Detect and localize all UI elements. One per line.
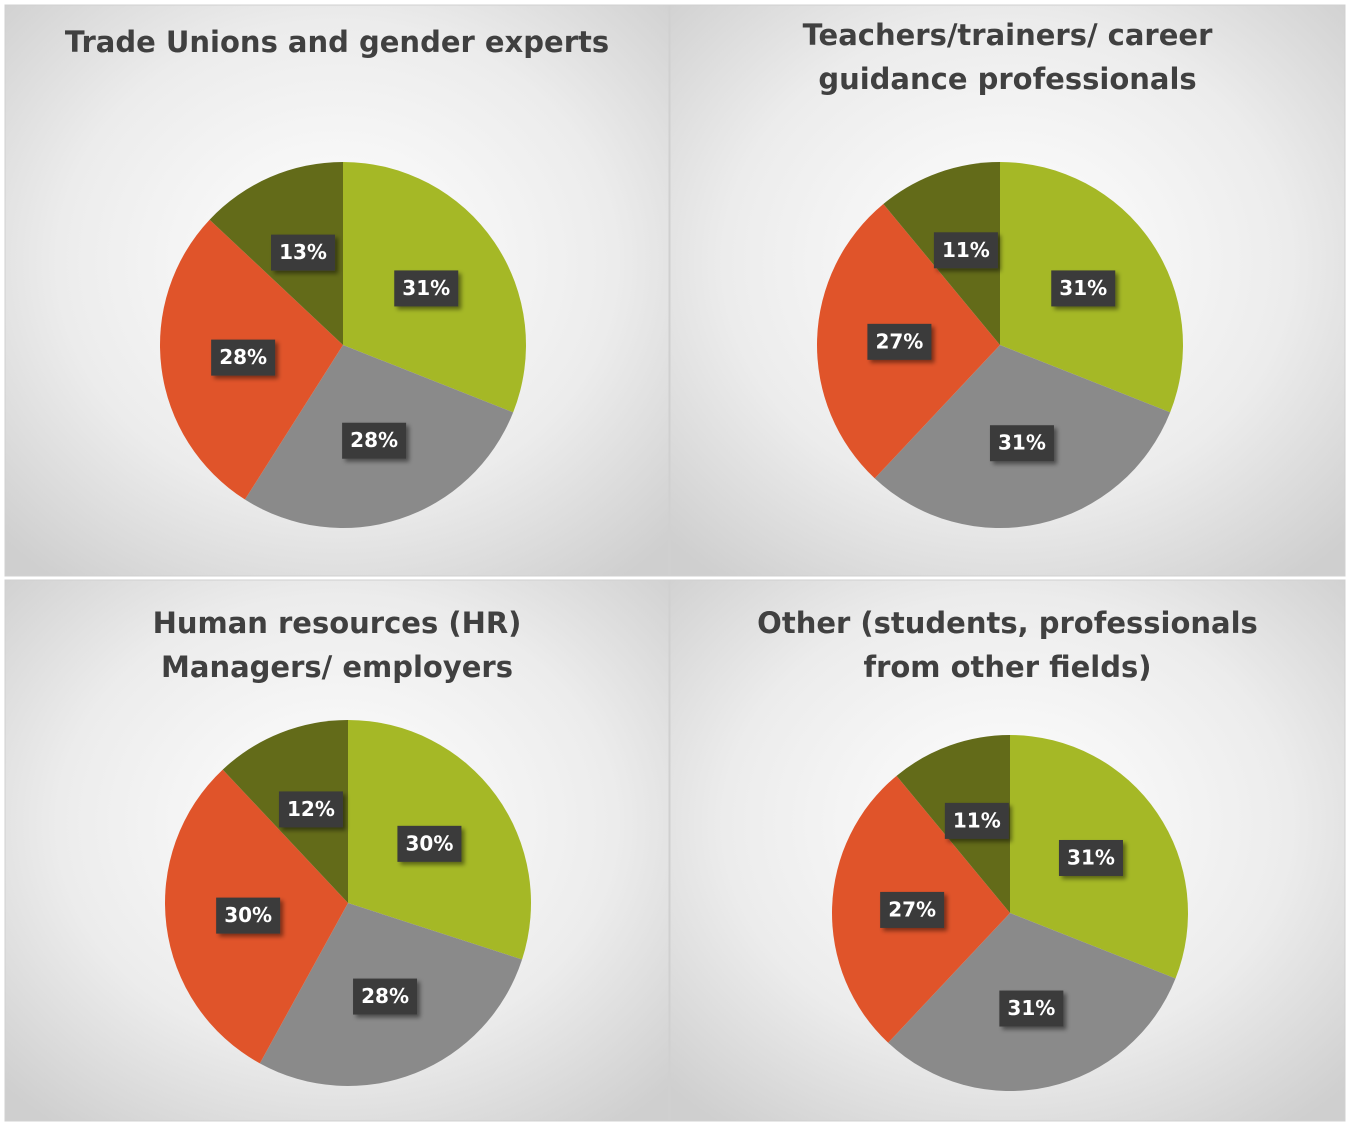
- data-label: 28%: [219, 345, 267, 369]
- chart-title: from other fields): [863, 650, 1151, 684]
- data-label: 28%: [361, 984, 409, 1008]
- data-label: 31%: [1067, 845, 1115, 869]
- data-label: 31%: [402, 276, 450, 300]
- chart-title: Managers/ employers: [161, 650, 513, 684]
- data-label: 11%: [942, 238, 990, 262]
- label-box: [989, 425, 1054, 462]
- label-box: [944, 802, 1009, 839]
- data-label: 13%: [279, 240, 327, 264]
- data-label: 30%: [224, 903, 272, 927]
- label-box: [278, 791, 343, 828]
- label-box: [1058, 839, 1123, 876]
- label-box: [1051, 270, 1116, 307]
- label-box: [394, 270, 459, 307]
- label-box: [880, 891, 945, 928]
- label-box: [353, 978, 418, 1015]
- data-label: 31%: [998, 431, 1046, 455]
- data-label: 27%: [888, 897, 936, 921]
- label-box: [999, 990, 1064, 1027]
- chart-title: Other (students, professionals: [757, 606, 1258, 640]
- data-label: 31%: [1007, 996, 1055, 1020]
- label-box: [867, 323, 932, 360]
- label-box: [216, 897, 281, 934]
- label-box: [211, 339, 276, 376]
- data-label: 31%: [1059, 276, 1107, 300]
- label-box: [933, 232, 998, 269]
- label-box: [342, 422, 407, 459]
- chart-title: Teachers/trainers/ career: [803, 18, 1213, 52]
- chart-title: Human resources (HR): [153, 606, 522, 640]
- data-label: 30%: [405, 831, 453, 855]
- data-label: 12%: [287, 797, 335, 821]
- label-box: [397, 825, 462, 862]
- data-label: 11%: [953, 808, 1001, 832]
- data-label: 28%: [350, 428, 398, 452]
- chart-title: guidance professionals: [818, 62, 1196, 96]
- data-label: 27%: [875, 329, 923, 353]
- label-box: [271, 234, 336, 271]
- chart-title: Trade Unions and gender experts: [65, 25, 609, 59]
